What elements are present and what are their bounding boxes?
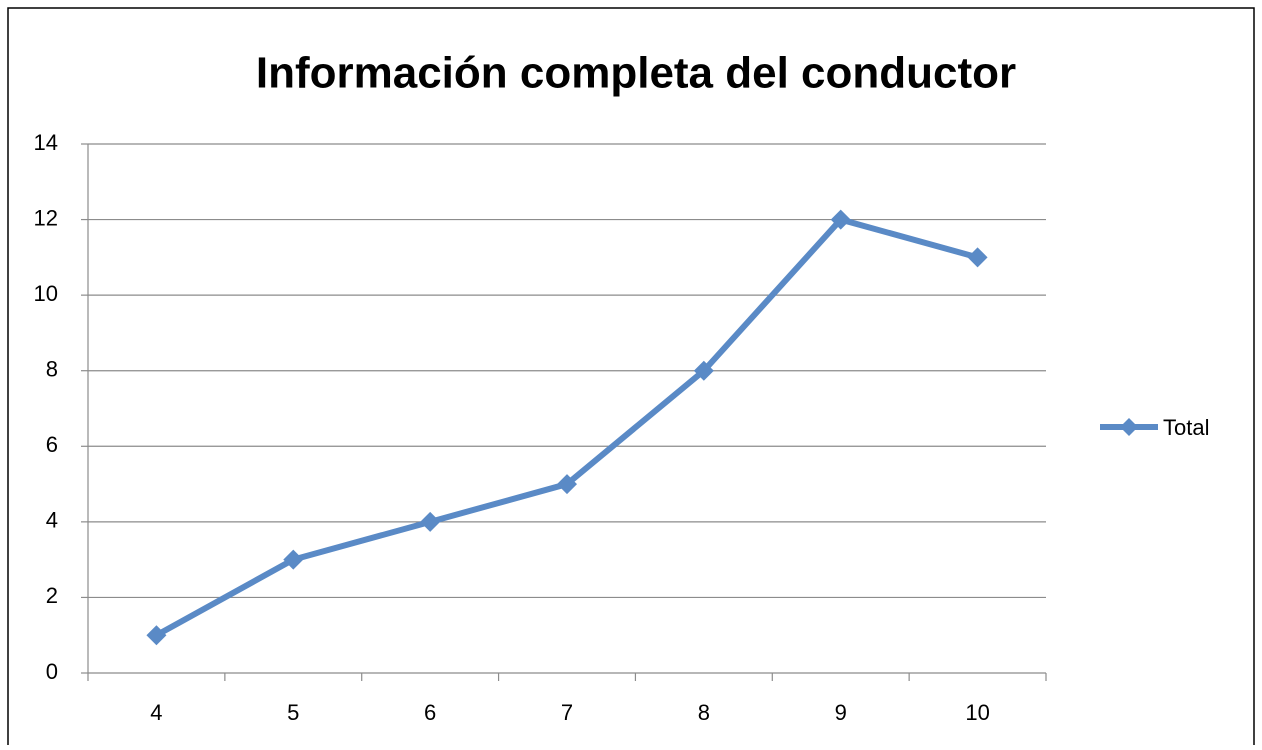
legend-label: Total — [1163, 415, 1209, 440]
x-tick-label: 5 — [287, 700, 299, 725]
x-tick-label: 6 — [424, 700, 436, 725]
y-tick-label: 12 — [34, 205, 58, 230]
chart-title: Información completa del conductor — [256, 49, 1016, 98]
x-tick-label: 10 — [965, 700, 989, 725]
y-tick-label: 10 — [34, 281, 58, 306]
data-marker — [830, 209, 851, 230]
x-tick-label: 8 — [698, 700, 710, 725]
x-tick-label: 9 — [835, 700, 847, 725]
chart-border — [7, 7, 1255, 750]
y-tick-label: 2 — [46, 583, 58, 608]
data-marker — [283, 549, 304, 570]
data-marker — [420, 511, 441, 532]
y-tick-label: 14 — [34, 130, 58, 155]
y-tick-label: 6 — [46, 432, 58, 457]
y-tick-label: 8 — [46, 357, 58, 382]
y-tick-label: 4 — [46, 508, 58, 533]
legend-marker — [1120, 418, 1138, 436]
data-marker — [557, 474, 577, 495]
data-line — [154, 216, 979, 638]
data-marker — [693, 360, 714, 381]
x-tick-label: 4 — [150, 700, 162, 725]
x-tick-label: 7 — [561, 700, 573, 725]
data-marker — [967, 247, 988, 268]
data-marker — [146, 625, 167, 646]
y-tick-label: 0 — [46, 659, 58, 684]
